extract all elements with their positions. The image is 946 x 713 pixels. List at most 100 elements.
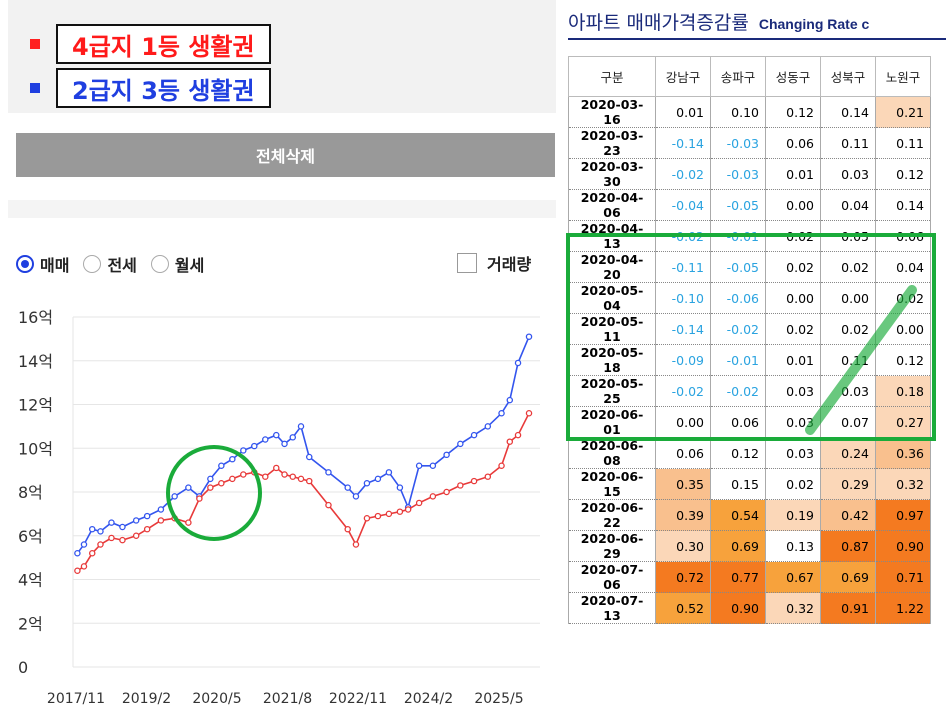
data-point[interactable] [74,549,81,557]
data-point[interactable] [143,512,151,520]
data-point[interactable] [344,484,351,491]
data-point[interactable] [229,475,236,483]
data-point[interactable] [363,479,371,487]
data-point[interactable] [325,469,332,476]
data-point[interactable] [396,484,404,491]
data-point[interactable] [484,473,492,480]
data-point[interactable] [281,440,288,448]
data-point[interactable] [97,541,104,548]
data-point[interactable] [80,541,88,548]
data-point[interactable] [289,434,297,441]
data-point[interactable] [196,495,203,502]
data-point[interactable] [108,519,115,526]
data-point[interactable] [273,431,280,439]
row-date: 2020-03-30 [568,158,656,190]
legend-item-red[interactable]: 4급지 1등 생활권 [30,24,271,64]
data-point[interactable] [525,410,533,417]
row-date: 2020-06-01 [568,406,656,438]
data-point[interactable] [281,471,288,478]
data-point[interactable] [506,438,514,445]
data-point[interactable] [119,536,126,544]
rate-cell: 0.32 [765,592,821,624]
data-point[interactable] [325,501,332,509]
legend-item-blue[interactable]: 2급지 3등 생활권 [30,68,271,108]
data-point[interactable] [457,482,464,489]
data-point[interactable] [218,462,225,469]
volume-checkbox[interactable] [457,253,477,273]
rate-cell: -0.04 [655,189,711,221]
data-point[interactable] [88,549,96,557]
data-point[interactable] [352,493,360,500]
data-point[interactable] [157,517,165,524]
data-point[interactable] [229,455,236,463]
table-row: 2020-03-16 0.01 0.10 0.12 0.14 0.21 [568,96,931,128]
table-row: 2020-05-18-0.09-0.010.010.110.12 [568,344,931,376]
data-point[interactable] [484,423,492,430]
data-point[interactable] [207,475,214,483]
y-tick-label: 12억 [18,396,53,415]
data-point[interactable] [289,473,297,480]
data-point[interactable] [305,453,313,461]
data-point[interactable] [262,436,269,443]
data-point[interactable] [132,517,140,524]
radio-sale-icon[interactable] [16,255,34,273]
data-point[interactable] [143,525,151,533]
data-point[interactable] [415,462,423,469]
data-point[interactable] [457,440,464,448]
data-point[interactable] [297,475,305,483]
radio-monthly-label[interactable]: 월세 [174,256,205,275]
data-point[interactable] [185,484,192,491]
data-point[interactable] [443,451,450,459]
data-point[interactable] [396,508,404,515]
rate-cell: 0.12 [875,344,931,376]
data-point[interactable] [374,512,382,520]
data-point[interactable] [374,475,382,483]
data-point[interactable] [506,396,514,404]
data-point[interactable] [385,469,393,476]
data-point[interactable] [297,423,305,430]
data-point[interactable] [88,525,96,533]
data-point[interactable] [498,410,505,417]
volume-toggle[interactable]: 거래량 [457,251,531,275]
data-point[interactable] [132,532,140,539]
data-point[interactable] [80,563,88,570]
data-point[interactable] [385,510,393,518]
clear-all-button[interactable]: 전체삭제 [16,133,555,177]
data-point[interactable] [97,528,104,535]
data-point[interactable] [207,484,214,491]
data-point[interactable] [262,473,269,480]
radio-jeonse-label[interactable]: 전세 [107,256,137,275]
data-point[interactable] [363,514,371,522]
data-point[interactable] [119,523,126,531]
data-point[interactable] [251,442,258,450]
data-point[interactable] [344,525,351,533]
data-point[interactable] [404,506,412,513]
data-point[interactable] [415,499,423,507]
data-point[interactable] [352,541,360,548]
data-point[interactable] [240,471,247,478]
data-point[interactable] [74,567,81,574]
data-point[interactable] [443,488,450,496]
data-point[interactable] [429,493,437,500]
data-point[interactable] [171,493,178,500]
row-date: 2020-06-15 [568,468,656,500]
row-date: 2020-07-13 [568,592,656,624]
data-point[interactable] [185,519,192,526]
data-point[interactable] [305,477,313,485]
data-point[interactable] [108,534,115,542]
data-point[interactable] [273,464,280,472]
radio-jeonse-icon[interactable] [83,255,102,273]
rate-cell: 0.02 [820,313,876,345]
data-point[interactable] [498,462,505,469]
data-point[interactable] [470,431,478,439]
radio-monthly-icon[interactable] [150,255,169,273]
data-point[interactable] [157,506,165,513]
data-point[interactable] [525,333,533,340]
data-point[interactable] [429,462,437,469]
data-point[interactable] [514,359,522,367]
radio-sale-label[interactable]: 매매 [40,256,70,275]
data-point[interactable] [514,431,522,439]
data-point[interactable] [470,477,478,485]
data-point[interactable] [218,479,225,487]
data-point[interactable] [240,447,247,454]
